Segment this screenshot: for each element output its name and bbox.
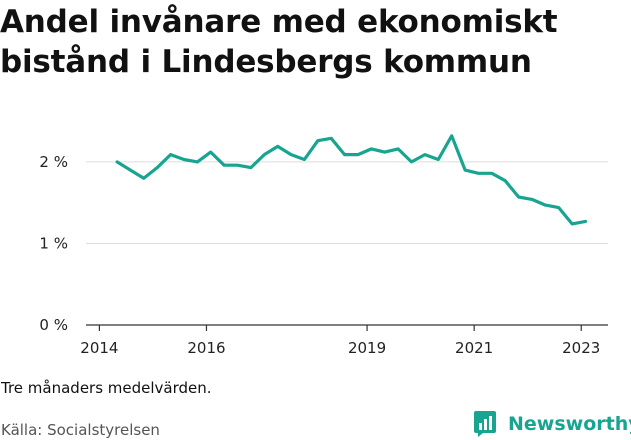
y-tick-label: 2 % (39, 153, 68, 171)
series-group (115, 134, 588, 226)
x-tick-label: 2016 (187, 339, 225, 357)
x-axis-tick-labels: 2014 2016 2019 2021 2023 (80, 325, 600, 357)
y-axis-tick-labels: 0 % 1 % 2 % (39, 153, 68, 334)
x-tick-label: 2023 (562, 339, 600, 357)
x-tick-label: 2021 (455, 339, 493, 357)
source-text: Källa: Socialstyrelsen (1, 421, 160, 439)
chart-title: Andel invånare med ekonomiskt bistånd i … (0, 4, 558, 80)
chart-note: Tre månaders medelvärden. (1, 379, 212, 397)
x-tick-label: 2019 (348, 339, 386, 357)
y-tick-label: 1 % (39, 234, 68, 252)
series-line (115, 134, 588, 226)
bar-chart-icon (474, 411, 496, 437)
brand-name: Newsworthy (508, 413, 631, 435)
x-tick-label: 2014 (80, 339, 118, 357)
brand-logo: Newsworthy (474, 408, 631, 440)
y-tick-label: 0 % (39, 316, 68, 334)
gridlines (86, 161, 608, 244)
